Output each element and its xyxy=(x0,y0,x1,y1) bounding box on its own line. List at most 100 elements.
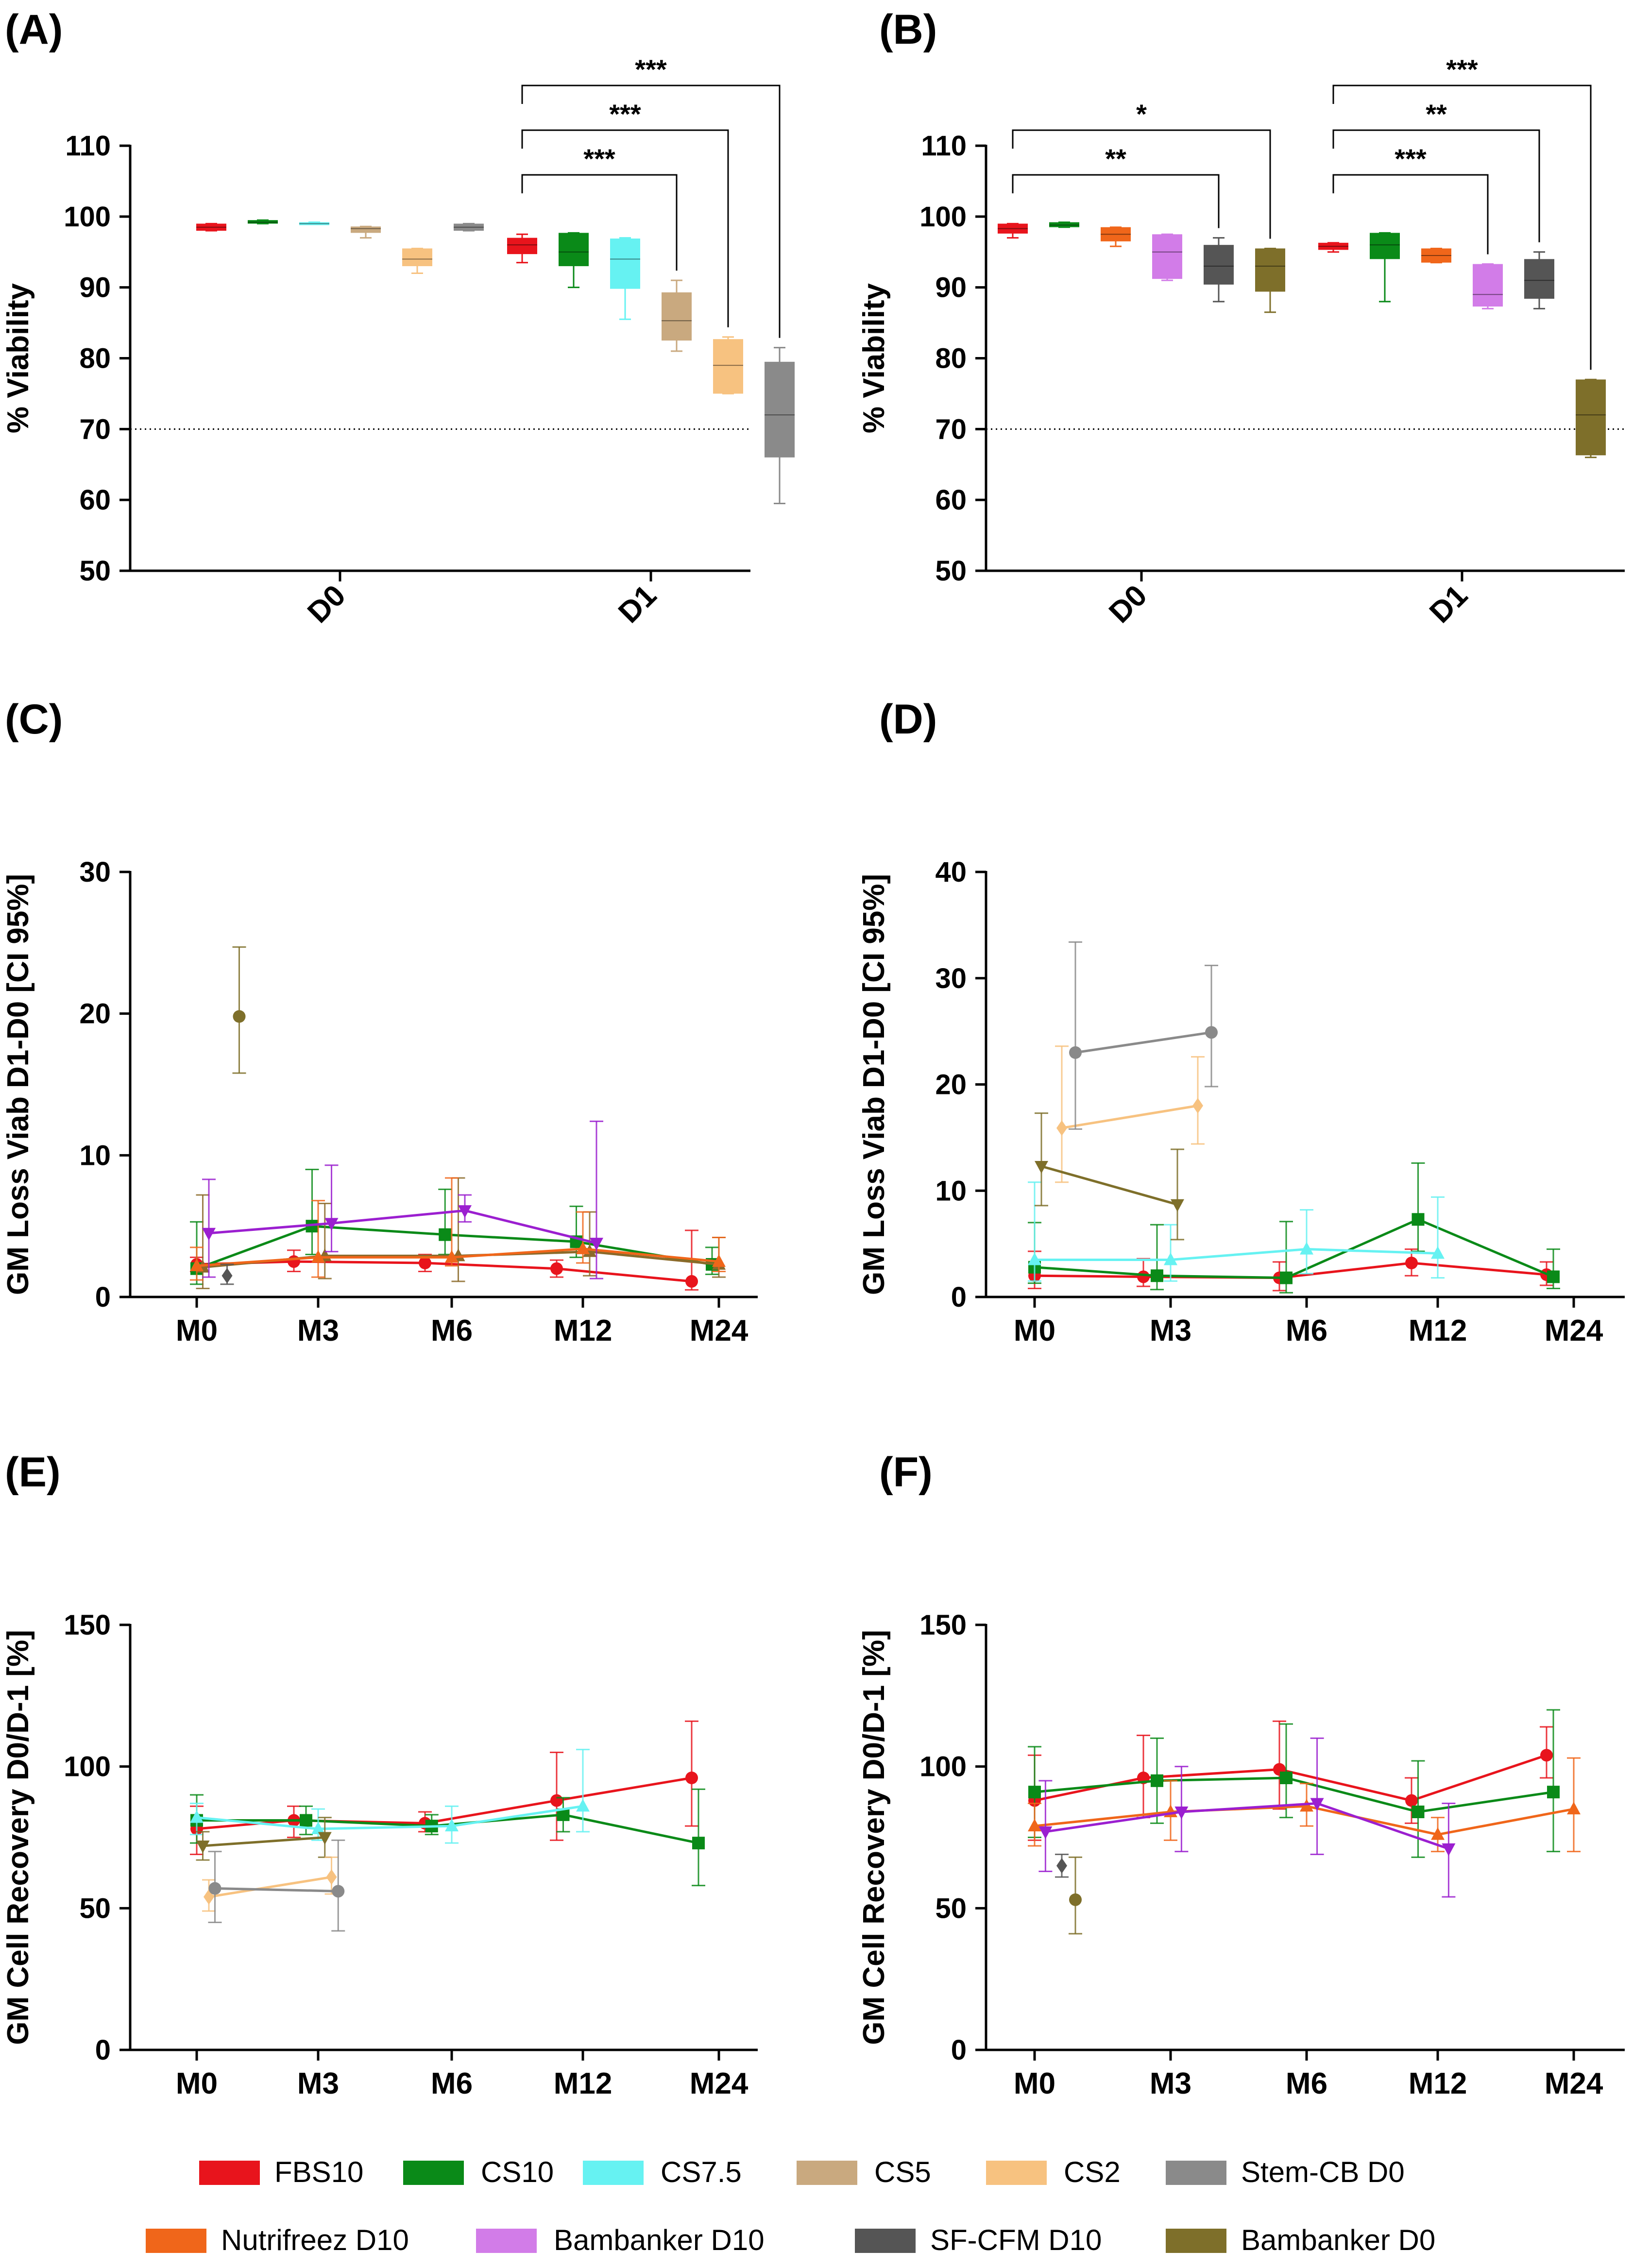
marker-square xyxy=(1412,1213,1425,1226)
series-cs2 xyxy=(202,1856,339,1912)
box-D0-nutrifreez-d10 xyxy=(1101,226,1131,247)
marker-square xyxy=(1547,1786,1560,1799)
x-tick-label: D1 xyxy=(612,579,663,630)
x-tick-label: M3 xyxy=(1150,2067,1191,2100)
significance-bracket: *** xyxy=(1332,54,1592,370)
marker-diamond xyxy=(221,1268,233,1284)
y-tick-label: 0 xyxy=(951,1281,967,1313)
box-rect xyxy=(765,361,795,458)
box-D1-cs7-5 xyxy=(610,237,640,320)
legend-swatch xyxy=(476,2229,537,2253)
legend-swatch xyxy=(199,2161,260,2185)
significance-bracket: *** xyxy=(521,143,678,271)
marker-diamond xyxy=(1056,1120,1067,1136)
marker-triangle xyxy=(576,1241,590,1254)
marker-circle xyxy=(685,1275,698,1288)
x-tick-label: D0 xyxy=(1103,579,1154,630)
box-rect xyxy=(454,223,484,231)
box-D1-stem-cb-d0 xyxy=(765,347,795,504)
marker-triangle-down xyxy=(1442,1843,1456,1856)
legend-label: Bambanker D10 xyxy=(554,2224,765,2256)
significance-label: *** xyxy=(635,54,667,85)
y-tick-label: 30 xyxy=(79,856,111,888)
marker-square xyxy=(1547,1270,1560,1283)
box-D1-cs10 xyxy=(559,232,589,289)
x-tick-label: M6 xyxy=(431,1314,473,1347)
marker-circle xyxy=(1540,1749,1553,1762)
box-D0-bambanker-d0 xyxy=(1255,247,1285,313)
y-tick-label: 0 xyxy=(95,1281,111,1313)
significance-bracket: *** xyxy=(521,54,781,338)
panel-label: (E) xyxy=(5,1449,61,1496)
significance-bracket: * xyxy=(1012,99,1271,239)
legend-label: CS2 xyxy=(1064,2156,1121,2188)
x-tick-label: M0 xyxy=(176,1314,218,1347)
series-line xyxy=(1045,1802,1449,1850)
x-tick-label: D1 xyxy=(1423,579,1474,630)
box-rect xyxy=(998,223,1028,234)
y-axis-title: % Viability xyxy=(1,283,35,433)
y-tick-label: 90 xyxy=(79,272,111,304)
y-axis-title: GM Loss Viab D1-D0 [CI 95%] xyxy=(1,874,35,1295)
box-rect xyxy=(196,223,226,231)
y-tick-label: 80 xyxy=(79,343,111,375)
box-rect xyxy=(1370,233,1400,259)
x-tick-label: D0 xyxy=(301,579,352,630)
box-rect xyxy=(1152,234,1182,279)
marker-triangle xyxy=(1028,1819,1041,1832)
box-D1-bambanker-d0 xyxy=(1576,378,1606,459)
marker-triangle xyxy=(712,1254,726,1267)
box-rect xyxy=(402,248,432,266)
series-line xyxy=(1035,1248,1438,1261)
legend-label: Bambanker D0 xyxy=(1241,2224,1435,2256)
box-D1-fbs10 xyxy=(1318,242,1348,253)
x-tick-label: M3 xyxy=(297,2067,339,2100)
y-axis-title: GM Loss Viab D1-D0 [CI 95%] xyxy=(857,874,891,1295)
box-D0-cs10 xyxy=(1049,222,1079,228)
bracket-line xyxy=(521,85,781,338)
marker-triangle xyxy=(1431,1827,1445,1840)
x-tick-label: M0 xyxy=(1014,1314,1055,1347)
marker-triangle-down xyxy=(196,1841,210,1853)
legend-label: Nutrifreez D10 xyxy=(221,2224,409,2256)
box-rect xyxy=(1576,379,1606,456)
x-tick-label: M0 xyxy=(176,2067,218,2100)
y-tick-label: 110 xyxy=(65,130,111,162)
legend-item-cs2: CS2 xyxy=(986,2156,1121,2188)
box-rect xyxy=(1204,245,1234,285)
series-line xyxy=(1041,1165,1178,1206)
box-rect xyxy=(1421,248,1451,263)
marker-diamond xyxy=(1192,1098,1203,1114)
box-rect xyxy=(1473,264,1503,307)
box-D0-sf-cfm-d10 xyxy=(1204,237,1234,303)
marker-triangle-down xyxy=(1038,1826,1053,1839)
y-tick-label: 150 xyxy=(64,1609,111,1641)
y-tick-label: 20 xyxy=(79,998,111,1030)
bracket-line xyxy=(521,129,729,327)
box-D1-nutrifreez-d10 xyxy=(1421,247,1451,264)
y-tick-label: 80 xyxy=(935,343,967,375)
legend-item-nutrifreez-d10: Nutrifreez D10 xyxy=(146,2224,409,2256)
y-tick-label: 0 xyxy=(95,2034,111,2066)
marker-circle xyxy=(1137,1270,1150,1283)
marker-triangle xyxy=(190,1810,204,1823)
legend-label: Stem-CB D0 xyxy=(1241,2156,1405,2188)
legend-item-bambanker-d0: Bambanker D0 xyxy=(1166,2224,1435,2256)
y-tick-label: 50 xyxy=(935,555,967,587)
box-D1-cs10 xyxy=(1370,232,1400,303)
marker-circle xyxy=(208,1882,221,1895)
series-fbs10 xyxy=(190,1720,698,1855)
x-tick-label: M0 xyxy=(1014,2067,1055,2100)
legend-swatch xyxy=(1166,2229,1226,2253)
marker-circle xyxy=(1405,1257,1418,1269)
legend-swatch xyxy=(1166,2161,1226,2185)
y-axis-title: GM Cell Recovery D0/D-1 [%] xyxy=(1,1630,35,2045)
series-bambanker-d0 xyxy=(1069,1856,1082,1935)
legend-swatch xyxy=(797,2161,857,2185)
series-line xyxy=(215,1887,339,1893)
marker-diamond xyxy=(1056,1858,1067,1874)
y-tick-label: 100 xyxy=(919,1751,967,1783)
box-rect xyxy=(1101,227,1131,241)
